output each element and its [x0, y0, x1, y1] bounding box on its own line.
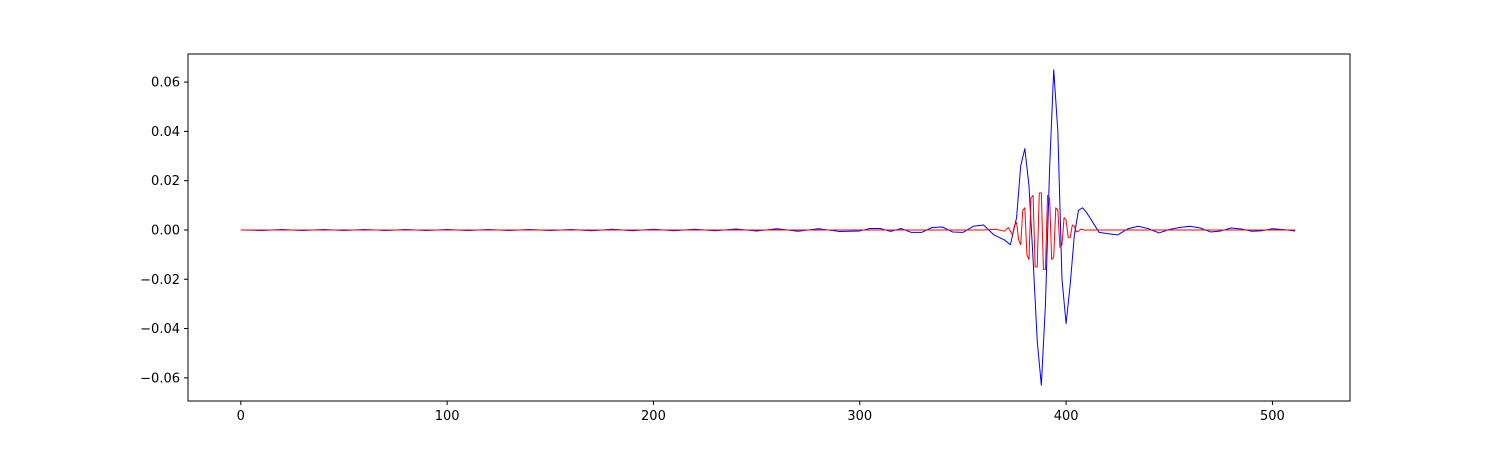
- y-tick-label: 0.04: [151, 125, 180, 140]
- y-tick-label: 0.00: [151, 223, 180, 238]
- x-tick-label: 400: [1054, 409, 1079, 424]
- y-tick-label: 0.06: [151, 76, 180, 91]
- y-tick-label: −0.06: [140, 371, 180, 386]
- x-tick-label: 200: [641, 409, 666, 424]
- y-tick-label: −0.04: [140, 322, 180, 337]
- series-layer: [240, 69, 1296, 386]
- x-tick-label: 500: [1260, 409, 1285, 424]
- y-tick-label: 0.02: [151, 174, 180, 189]
- x-tick-label: 0: [237, 409, 245, 424]
- x-tick-label: 300: [847, 409, 872, 424]
- x-tick-label: 100: [435, 409, 460, 424]
- series-line-2: [240, 192, 1296, 270]
- plot-frame: [187, 53, 1351, 402]
- y-tick-label: −0.02: [140, 273, 180, 288]
- y-axis: −0.06 −0.04 −0.02 0.00 0.02 0.04 0.06: [140, 76, 188, 386]
- x-axis: 0 100 200 300 400 500: [237, 401, 1285, 424]
